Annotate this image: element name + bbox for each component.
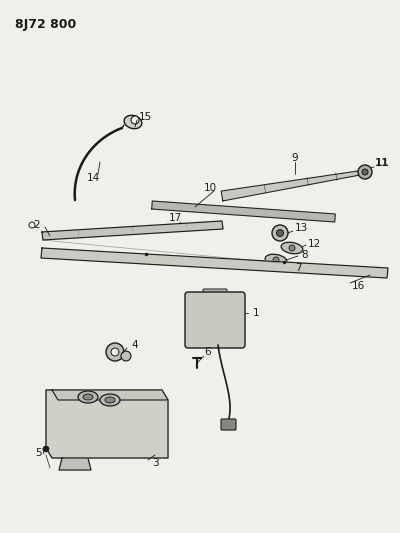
Text: 11: 11: [375, 158, 389, 168]
Circle shape: [276, 230, 284, 237]
Circle shape: [358, 165, 372, 179]
Text: 13: 13: [294, 223, 308, 233]
Text: 6: 6: [205, 347, 211, 357]
Polygon shape: [41, 248, 388, 278]
Circle shape: [362, 169, 368, 175]
Text: 12: 12: [307, 239, 321, 249]
Text: 10: 10: [204, 183, 216, 193]
Polygon shape: [59, 458, 91, 470]
Circle shape: [131, 116, 139, 124]
Ellipse shape: [281, 243, 303, 254]
Text: 9: 9: [292, 153, 298, 163]
FancyBboxPatch shape: [185, 292, 245, 348]
Text: 3: 3: [152, 458, 158, 468]
Text: 8J72 800: 8J72 800: [15, 18, 76, 31]
Ellipse shape: [78, 391, 98, 403]
Polygon shape: [221, 170, 365, 201]
Ellipse shape: [265, 254, 287, 266]
Ellipse shape: [83, 394, 93, 400]
Polygon shape: [42, 221, 223, 240]
Text: 1: 1: [253, 308, 259, 318]
Text: 14: 14: [86, 173, 100, 183]
Circle shape: [106, 343, 124, 361]
Text: 2: 2: [34, 220, 40, 230]
Text: 5: 5: [35, 448, 41, 458]
FancyBboxPatch shape: [221, 419, 236, 430]
Circle shape: [111, 348, 119, 356]
Text: 16: 16: [351, 281, 365, 291]
Polygon shape: [46, 390, 168, 458]
Circle shape: [43, 446, 49, 452]
Circle shape: [273, 257, 279, 263]
Text: 4: 4: [132, 340, 138, 350]
Circle shape: [272, 225, 288, 241]
Ellipse shape: [105, 397, 115, 403]
Circle shape: [289, 245, 295, 251]
Polygon shape: [152, 201, 335, 222]
Text: 17: 17: [168, 213, 182, 223]
Circle shape: [121, 351, 131, 361]
Text: 7: 7: [295, 263, 301, 273]
Ellipse shape: [100, 394, 120, 406]
Text: 8: 8: [302, 250, 308, 260]
Text: 15: 15: [138, 112, 152, 122]
FancyBboxPatch shape: [203, 289, 227, 299]
Ellipse shape: [124, 115, 142, 128]
Polygon shape: [52, 390, 168, 400]
